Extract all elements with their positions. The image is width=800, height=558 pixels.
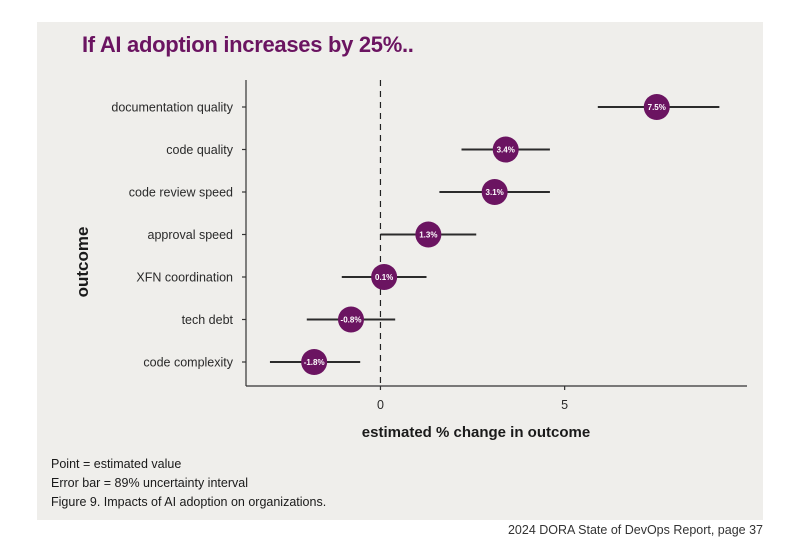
estimate-point <box>371 264 398 290</box>
point-range-documentation-quality: 7.5% <box>597 94 720 120</box>
figure-notes: Point = estimated value Error bar = 89% … <box>51 455 326 512</box>
chart-title: If AI adoption increases by 25%.. <box>82 32 414 57</box>
figure-caption: Figure 9. Impacts of AI adoption on orga… <box>51 495 327 509</box>
y-category-label: code quality <box>166 143 233 157</box>
estimate-point <box>301 349 328 375</box>
y-category-label: approval speed <box>148 228 234 242</box>
x-axis-title: estimated % change in outcome <box>362 424 590 441</box>
point-range-code-complexity: -1.8% <box>269 349 361 375</box>
point-range-xfn-coordination: 0.1% <box>341 264 427 290</box>
note-point: Point = estimated value <box>51 457 182 471</box>
y-category-label: code complexity <box>143 356 233 370</box>
point-value-label: 7.5% <box>648 103 666 112</box>
figure-panel <box>37 22 763 520</box>
point-value-label: 3.1% <box>486 188 504 197</box>
y-axis-title: outcome <box>73 227 92 298</box>
estimate-point <box>492 136 519 163</box>
point-value-label: 1.3% <box>419 231 437 240</box>
y-category-label: documentation quality <box>111 101 233 115</box>
point-range-approval-speed: 1.3% <box>380 221 477 248</box>
estimate-point <box>481 179 508 205</box>
estimate-point <box>643 94 670 120</box>
point-value-label: -0.8% <box>341 316 362 325</box>
y-category-label: tech debt <box>182 313 234 327</box>
page-footer: 2024 DORA State of DevOps Report, page 3… <box>507 523 763 537</box>
y-category-label: XFN coordination <box>136 271 233 285</box>
x-tick-label: 0 <box>377 398 384 412</box>
point-range-tech-debt: -0.8% <box>306 306 396 333</box>
x-tick-label: 5 <box>561 398 568 412</box>
y-category-labels: documentation quality code quality code re… <box>111 101 246 370</box>
point-ranges: 7.5% 3.4% 3.1% 1.3% 0.1% -0.8% -1.8% <box>269 94 720 375</box>
point-value-label: -1.8% <box>304 358 325 367</box>
axes <box>245 80 747 387</box>
estimate-point <box>415 221 442 248</box>
point-value-label: 0.1% <box>375 273 393 282</box>
point-range-code-quality: 3.4% <box>461 136 550 163</box>
estimate-point <box>337 306 364 333</box>
note-error-bar: Error bar = 89% uncertainty interval <box>51 476 248 490</box>
point-range-code-review-speed: 3.1% <box>439 179 550 205</box>
point-value-label: 3.4% <box>497 146 515 155</box>
y-category-label: code review speed <box>129 186 233 200</box>
